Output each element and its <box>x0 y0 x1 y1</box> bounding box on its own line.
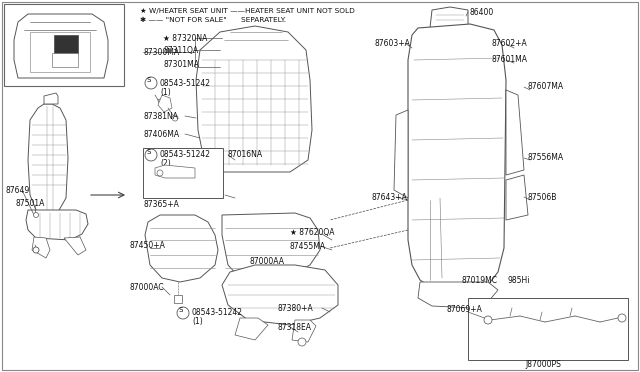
Text: ★ 87620QA: ★ 87620QA <box>290 228 335 237</box>
Text: 08543-51242: 08543-51242 <box>160 150 211 159</box>
Text: 87000AA: 87000AA <box>250 257 285 266</box>
Text: S: S <box>147 149 151 155</box>
Circle shape <box>484 316 492 324</box>
Polygon shape <box>158 95 172 112</box>
Circle shape <box>618 314 626 322</box>
Polygon shape <box>235 318 268 340</box>
Text: 87556MA: 87556MA <box>528 153 564 162</box>
Polygon shape <box>222 213 320 282</box>
Polygon shape <box>222 265 338 325</box>
Circle shape <box>145 149 157 161</box>
Text: 985Hi: 985Hi <box>508 276 531 285</box>
Text: 87016NA: 87016NA <box>228 150 263 159</box>
Circle shape <box>177 307 189 319</box>
Text: 08543-51242: 08543-51242 <box>192 308 243 317</box>
Text: 87501A: 87501A <box>15 199 44 208</box>
Polygon shape <box>506 175 528 220</box>
Polygon shape <box>30 32 90 72</box>
Text: 87406MA: 87406MA <box>143 130 179 139</box>
Polygon shape <box>430 7 468 30</box>
Polygon shape <box>32 237 50 258</box>
Polygon shape <box>292 320 316 342</box>
Text: 87506B: 87506B <box>528 193 557 202</box>
Bar <box>4 4 124 86</box>
Text: 87601MA: 87601MA <box>492 55 528 64</box>
Text: 87381NA: 87381NA <box>143 112 178 121</box>
Text: 87311QA: 87311QA <box>163 46 198 55</box>
Polygon shape <box>26 210 88 240</box>
Text: 87019MC: 87019MC <box>462 276 498 285</box>
Polygon shape <box>408 24 506 290</box>
Polygon shape <box>14 14 108 78</box>
Bar <box>174 295 182 303</box>
Circle shape <box>157 170 163 176</box>
Text: 87450+A: 87450+A <box>130 241 166 250</box>
Bar <box>468 298 628 360</box>
Text: 87455MA: 87455MA <box>290 242 326 251</box>
Circle shape <box>33 247 39 253</box>
Text: 87365+A: 87365+A <box>143 200 179 209</box>
Circle shape <box>298 338 306 346</box>
Text: 86400: 86400 <box>470 8 494 17</box>
Circle shape <box>33 212 38 218</box>
Circle shape <box>145 77 157 89</box>
Bar <box>143 148 223 198</box>
Polygon shape <box>44 93 58 104</box>
Text: 87602+A: 87602+A <box>492 39 528 48</box>
Text: 87318EA: 87318EA <box>278 323 312 332</box>
Text: (1): (1) <box>160 88 171 97</box>
Text: 87000AC: 87000AC <box>130 283 164 292</box>
Text: ★ 87320NA: ★ 87320NA <box>163 34 207 43</box>
Text: ✱ —— "NOT FOR SALE"      SEPARATELY.: ✱ —— "NOT FOR SALE" SEPARATELY. <box>140 17 286 23</box>
Bar <box>52 53 78 67</box>
Text: S: S <box>147 77 151 83</box>
Text: 08543-51242: 08543-51242 <box>160 79 211 88</box>
Text: 87649: 87649 <box>5 186 29 195</box>
Polygon shape <box>506 90 524 175</box>
Polygon shape <box>196 26 312 172</box>
Text: S: S <box>179 307 183 313</box>
Polygon shape <box>418 282 498 308</box>
Text: 87380+A: 87380+A <box>278 304 314 313</box>
Text: J87000PS: J87000PS <box>525 360 561 369</box>
Polygon shape <box>64 237 86 255</box>
Polygon shape <box>155 165 195 178</box>
Text: (1): (1) <box>192 317 203 326</box>
Polygon shape <box>394 110 408 198</box>
Text: 87607MA: 87607MA <box>528 82 564 91</box>
Text: ★ W/HEATER SEAT UNIT ——HEATER SEAT UNIT NOT SOLD: ★ W/HEATER SEAT UNIT ——HEATER SEAT UNIT … <box>140 8 355 14</box>
Text: 87069+A: 87069+A <box>447 305 483 314</box>
Text: 87603+A: 87603+A <box>375 39 411 48</box>
Text: 87301MA: 87301MA <box>163 60 199 69</box>
Text: (2): (2) <box>160 159 171 168</box>
Polygon shape <box>28 104 68 215</box>
Bar <box>54 35 78 53</box>
Text: 87300MA: 87300MA <box>143 48 179 57</box>
Circle shape <box>172 115 178 121</box>
Polygon shape <box>145 215 218 282</box>
Text: 87643+A: 87643+A <box>372 193 408 202</box>
